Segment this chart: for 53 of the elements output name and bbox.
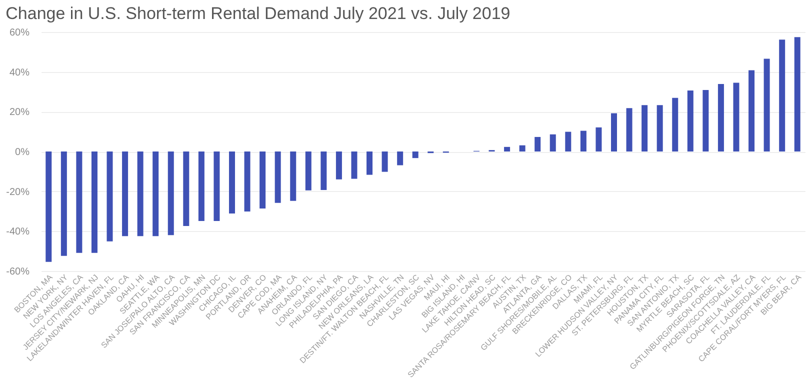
bar: [305, 152, 312, 190]
bar: [336, 152, 342, 180]
bar: [764, 58, 770, 152]
bar: [580, 130, 586, 152]
bar: [611, 113, 617, 152]
bar: [718, 84, 724, 152]
bar: [290, 152, 296, 201]
bar: [229, 152, 235, 214]
y-tick-label: 20%: [9, 107, 30, 118]
y-tick-label: 60%: [9, 28, 30, 38]
bar: [106, 152, 113, 242]
bar: [672, 98, 678, 152]
bar: [550, 134, 556, 152]
y-tick-label: -40%: [6, 226, 30, 238]
bar: [565, 132, 572, 152]
bar: [733, 82, 740, 152]
bar: [412, 152, 418, 158]
bar: [260, 152, 266, 208]
bar: [366, 152, 373, 175]
bar: [397, 152, 404, 166]
bar: [91, 152, 98, 253]
bar: [504, 146, 510, 152]
bar: [46, 152, 52, 262]
bar: [137, 152, 144, 236]
bar: [519, 145, 526, 152]
y-tick-label: 40%: [9, 67, 30, 78]
bar: [76, 152, 82, 253]
bar: [183, 152, 190, 226]
bar: [748, 70, 755, 152]
bar: [382, 152, 388, 172]
bar: [60, 152, 67, 256]
bar: [687, 90, 694, 152]
bar: [214, 152, 220, 222]
y-tick-label: 0%: [15, 147, 30, 158]
bar: [534, 136, 541, 152]
y-tick-label: -60%: [6, 266, 30, 278]
bar: [244, 152, 250, 212]
bar: [779, 40, 786, 152]
bar: [794, 37, 800, 152]
bar: [320, 152, 327, 190]
bar: [122, 152, 128, 236]
bar: [596, 127, 602, 152]
bar: [626, 108, 632, 152]
bar: [642, 105, 648, 152]
y-tick-label: -20%: [6, 186, 30, 198]
chart-title: Change in U.S. Short-term Rental Demand July 2021 vs. July 2019: [6, 4, 510, 23]
bar: [152, 152, 159, 236]
bar: [656, 105, 663, 152]
bar: [351, 152, 358, 179]
bar: [274, 152, 281, 203]
bar: [168, 152, 174, 236]
bar: [198, 152, 204, 222]
bar: [702, 90, 709, 152]
